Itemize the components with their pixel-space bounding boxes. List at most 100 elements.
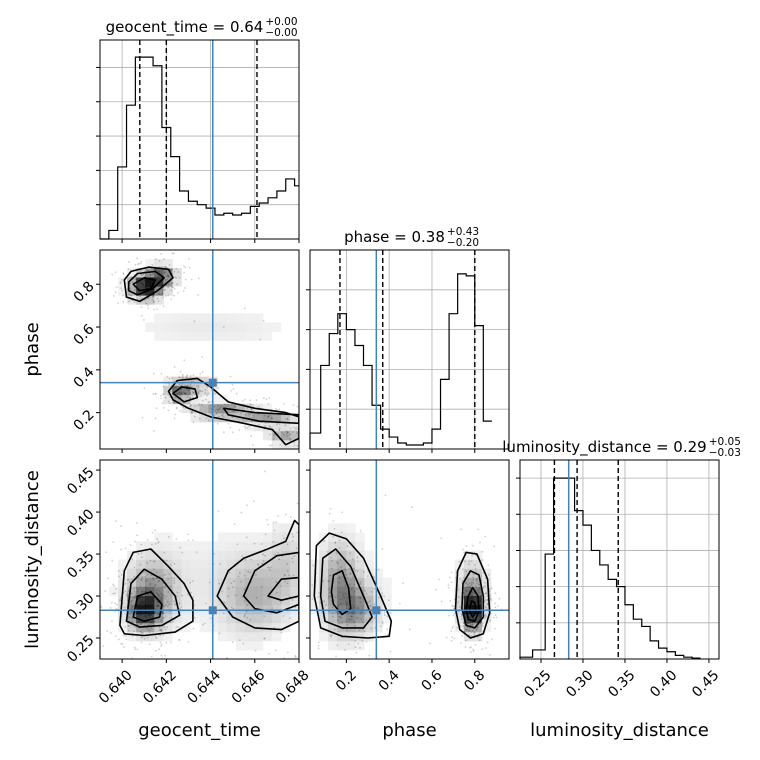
sample-point <box>137 588 139 591</box>
sample-point <box>165 595 168 598</box>
sample-point <box>162 296 165 299</box>
sample-point <box>243 574 246 577</box>
sample-point <box>237 575 240 578</box>
sample-point <box>232 388 235 390</box>
density-cell <box>253 613 264 624</box>
sample-point <box>147 307 150 310</box>
sample-point <box>272 438 275 441</box>
sample-point <box>142 284 145 287</box>
density-cell <box>136 559 146 569</box>
density-cell <box>199 385 209 396</box>
sample-point <box>173 582 176 584</box>
density-cell <box>454 568 465 578</box>
sample-point <box>357 617 360 619</box>
density-cell <box>154 586 164 597</box>
density-cell <box>481 613 492 624</box>
sample-point <box>236 410 239 413</box>
sample-point <box>205 417 208 420</box>
density-cell <box>235 550 246 560</box>
density-cell <box>271 439 282 449</box>
density-cell <box>154 259 164 269</box>
density-cell <box>244 595 255 606</box>
sample-point <box>452 614 455 617</box>
sample-point <box>151 298 154 301</box>
sample-point <box>216 408 219 411</box>
sample-point <box>130 611 133 613</box>
sample-point <box>172 286 175 289</box>
sample-point <box>183 264 185 267</box>
density-cell <box>262 568 273 578</box>
sample-point <box>469 616 472 619</box>
sample-point <box>251 443 254 446</box>
sample-point <box>140 578 143 581</box>
sample-point <box>325 604 327 607</box>
sample-point <box>368 654 371 657</box>
sample-point <box>453 607 455 610</box>
sample-point <box>148 273 151 276</box>
sample-point <box>133 594 136 597</box>
sample-point <box>157 605 159 608</box>
sample-point <box>163 289 166 292</box>
sample-point <box>169 564 172 566</box>
sample-point <box>139 623 142 626</box>
sample-point <box>484 592 487 595</box>
sample-point <box>307 440 309 442</box>
density-cell <box>154 541 164 551</box>
sample-point <box>219 563 222 566</box>
sample-point <box>113 585 116 587</box>
density-cell <box>118 595 128 606</box>
y-tick-label-phase: 0.2 <box>71 407 98 434</box>
sample-point <box>333 628 336 631</box>
sample-point <box>334 541 337 544</box>
density-cell <box>172 577 182 588</box>
sample-point <box>153 429 155 432</box>
histogram-luminosity_distance <box>519 477 701 659</box>
sample-point <box>479 616 482 618</box>
density-cell <box>346 559 356 569</box>
sample-point <box>457 601 460 604</box>
sample-point <box>168 573 171 575</box>
sample-point <box>145 283 147 286</box>
sample-point <box>274 649 277 652</box>
sample-point <box>157 604 159 607</box>
sample-point <box>245 610 248 613</box>
density-cell <box>181 322 191 332</box>
sample-point <box>201 399 204 402</box>
sample-point <box>479 588 481 591</box>
sample-point <box>160 593 163 595</box>
sample-point <box>187 533 189 536</box>
sample-point <box>180 605 183 608</box>
sample-point <box>465 615 467 618</box>
sample-point <box>322 580 324 582</box>
sample-point <box>291 560 294 563</box>
density-cell <box>253 541 264 551</box>
sample-point <box>459 642 462 644</box>
sample-point <box>141 590 144 593</box>
sample-point <box>130 276 133 279</box>
sample-point <box>163 612 165 615</box>
sample-point <box>210 407 213 410</box>
density-cell <box>346 640 356 651</box>
sample-point <box>149 605 152 608</box>
sample-point <box>475 606 478 609</box>
density-cell <box>154 286 164 296</box>
x-tick-label-geocent_time: 0.640 <box>96 667 136 707</box>
density-cell <box>190 613 200 624</box>
sample-point <box>496 605 499 607</box>
density-cell <box>109 586 119 597</box>
sample-point <box>477 626 479 628</box>
sample-point <box>231 383 234 386</box>
sample-point <box>127 625 130 627</box>
sample-point <box>146 616 149 619</box>
density-cell <box>154 532 164 542</box>
density-cell <box>136 550 146 560</box>
sample-point <box>134 288 137 291</box>
sample-point <box>263 414 266 417</box>
density-cell <box>280 541 291 551</box>
sample-point <box>142 273 145 276</box>
sample-point <box>210 617 213 620</box>
density-cell <box>190 412 200 423</box>
sample-point <box>466 628 469 631</box>
density-cell <box>271 631 282 642</box>
sample-point <box>222 612 225 615</box>
